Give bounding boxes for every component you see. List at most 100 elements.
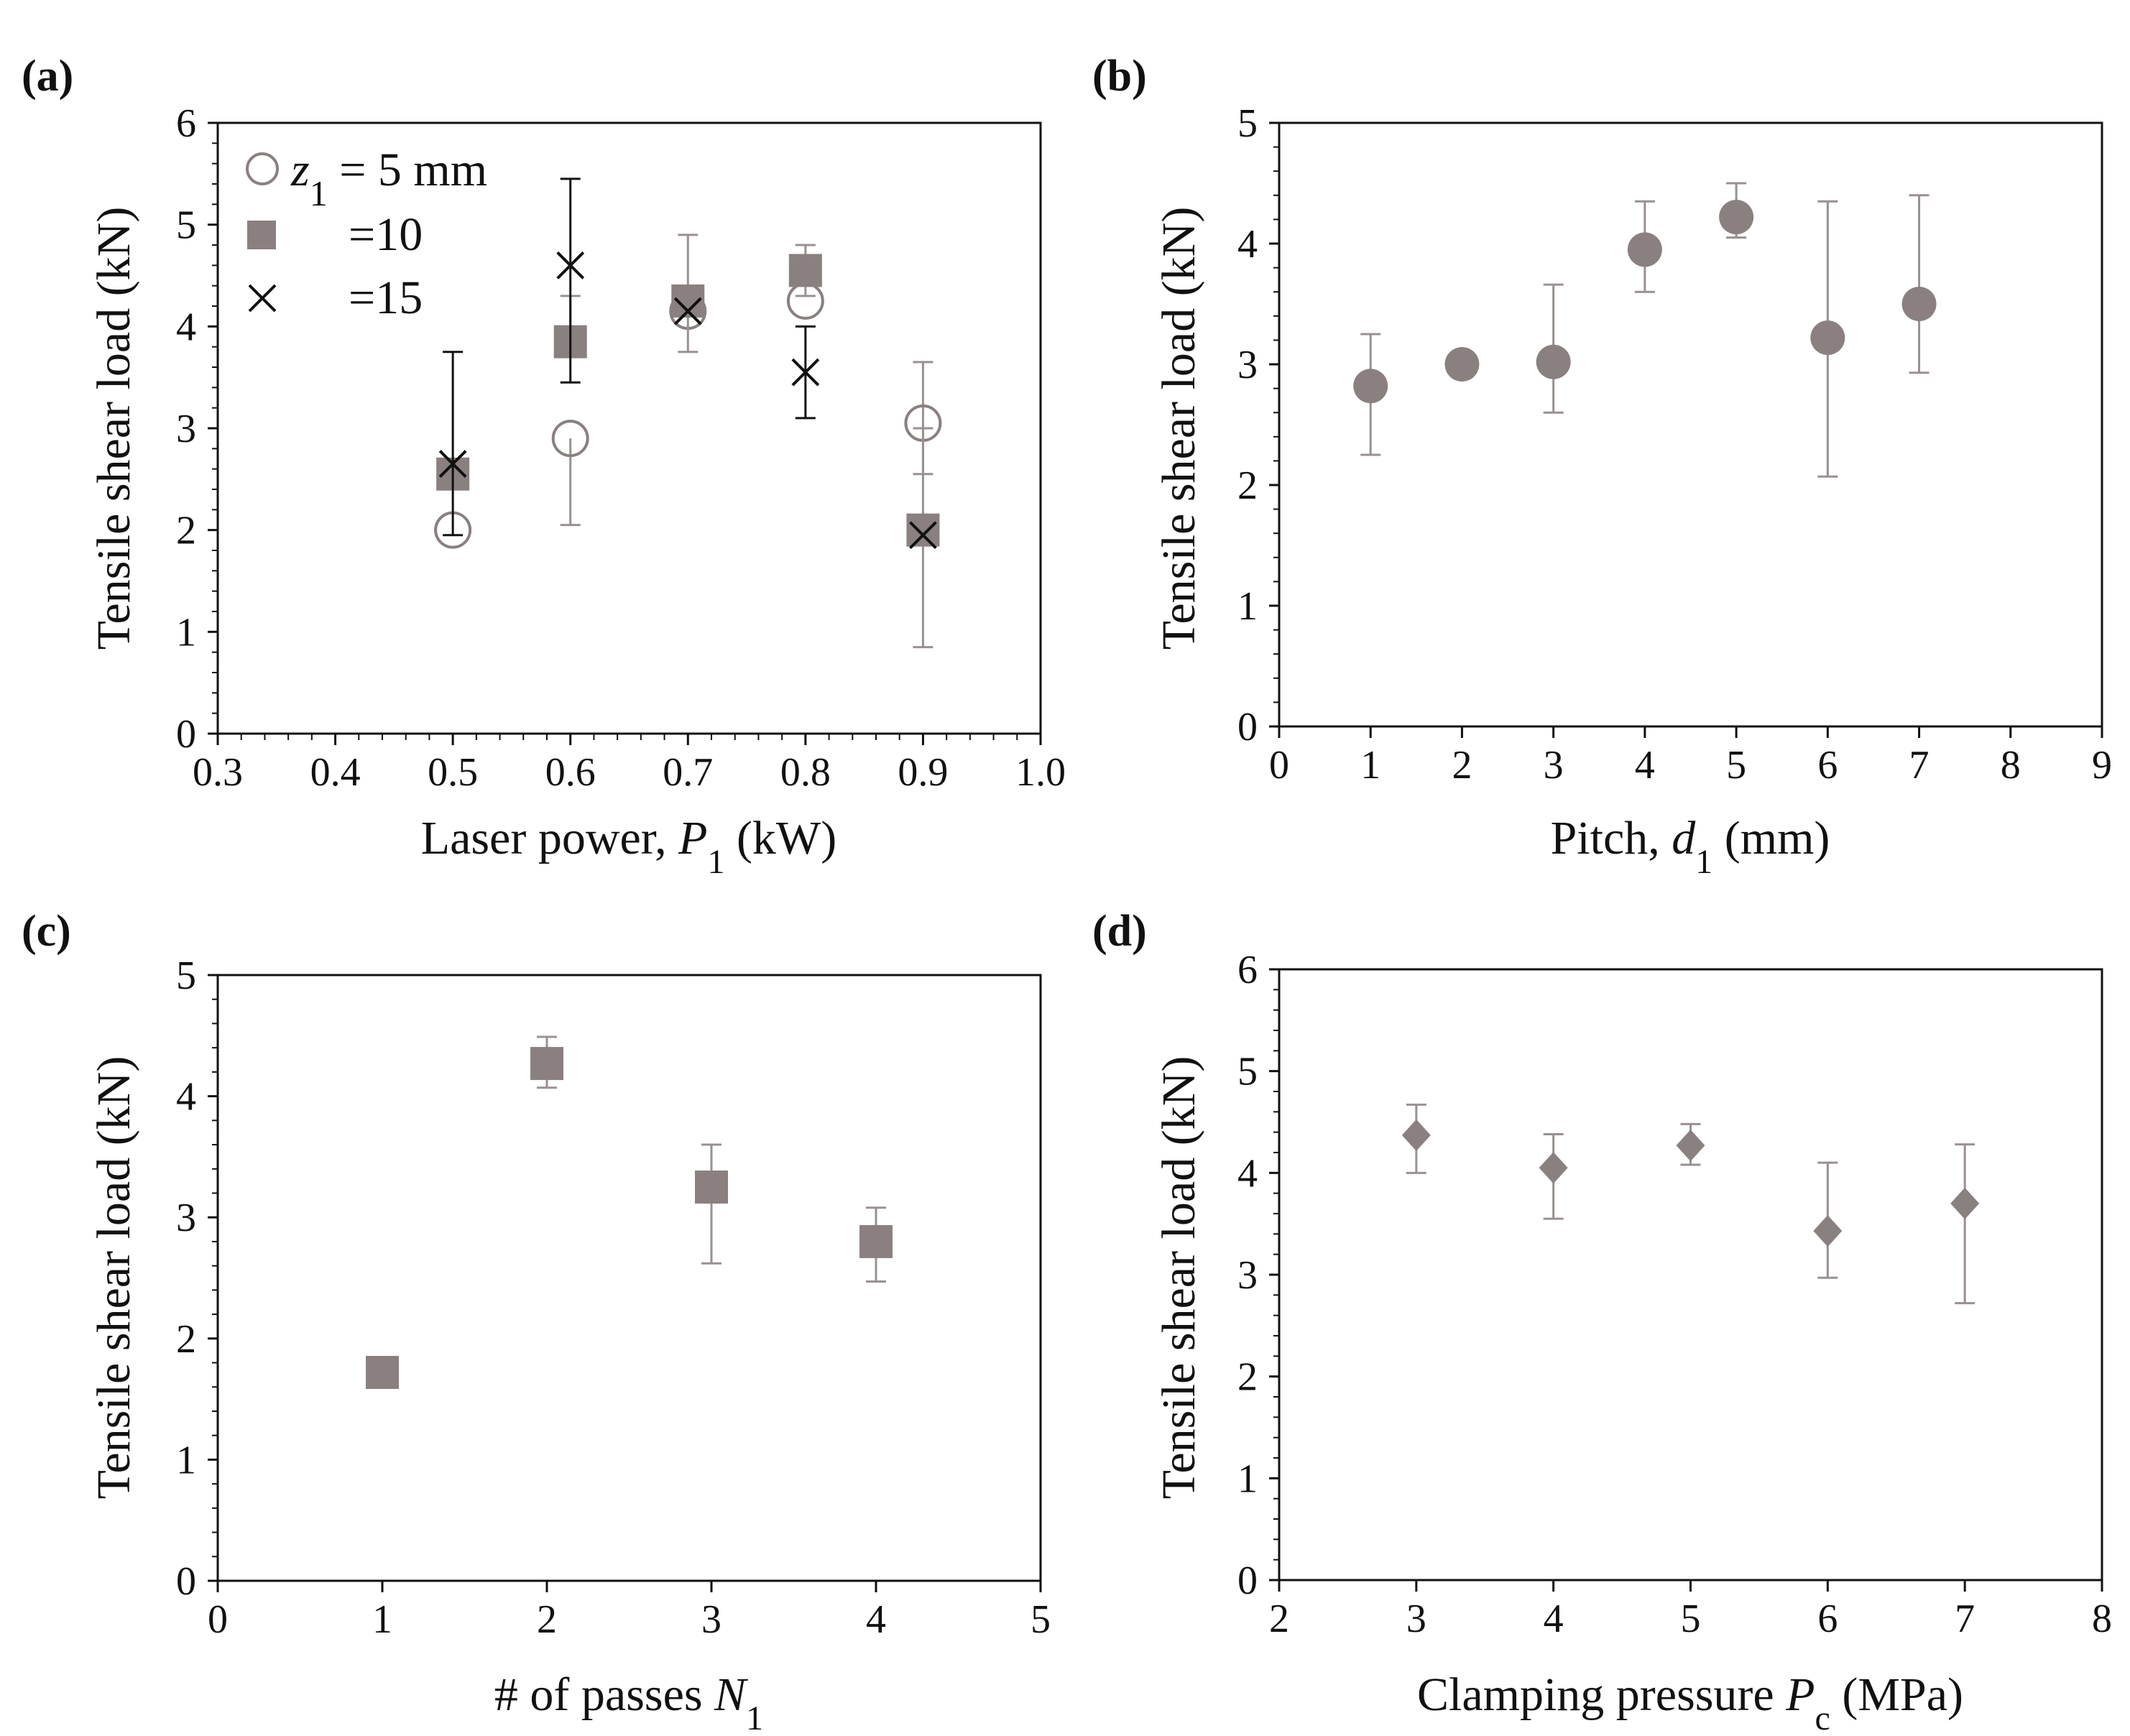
- x-axis-title-a: Laser power, P1 (kW): [421, 812, 836, 881]
- x-tick-label: 2: [1269, 1597, 1289, 1641]
- y-tick-label: 1: [176, 1438, 196, 1482]
- panel-label-d: (d): [1092, 907, 1147, 956]
- y-tick-label: 0: [176, 712, 196, 757]
- y-axis-title-b: Tensile shear load (kN): [1153, 207, 1205, 650]
- legend-a: z1 = 5 mm =10 =15: [246, 144, 487, 324]
- legend-label-5mm: z1 = 5 mm: [290, 144, 487, 213]
- x-tick-label: 0.5: [428, 750, 478, 795]
- y-tick-label: 3: [176, 407, 196, 451]
- data-point-diamond: [1539, 1152, 1568, 1184]
- y-axis-ticks-a: 0 1 2 3 4 5 6: [176, 101, 218, 757]
- x-tick-label: 8: [2092, 1597, 2112, 1641]
- legend-label-15: =15: [349, 272, 423, 324]
- y-tick-label: 5: [1237, 1050, 1258, 1094]
- y-axis-title-c: Tensile shear load (kN): [88, 1056, 140, 1500]
- y-tick-label: 6: [176, 101, 196, 146]
- x-tick-label: 0.3: [193, 750, 243, 795]
- x-tick-label: 2: [1452, 743, 1472, 788]
- x-axis-title-d: Clamping pressure Pc (MPa): [1417, 1668, 1963, 1736]
- x-tick-label: 1: [372, 1597, 392, 1642]
- data-point-cross: [791, 358, 820, 387]
- legend-marker-cross: [248, 284, 277, 313]
- x-tick-label: 0.8: [780, 750, 831, 795]
- data-marks-a: [434, 177, 942, 649]
- x-axis-ticks-b: 0 1 2 3 4 5 6 7 8 9: [1269, 726, 2112, 788]
- x-tick-label: 5: [1726, 743, 1746, 788]
- data-point-square: [366, 1356, 399, 1390]
- y-axis-title-d: Tensile shear load (kN): [1153, 1056, 1205, 1500]
- legend-label-10: =10: [349, 208, 423, 261]
- data-point-square: [695, 1171, 728, 1204]
- y-tick-label: 2: [1237, 1355, 1258, 1400]
- y-tick-label: 6: [1237, 948, 1258, 992]
- y-tick-label: 3: [176, 1196, 196, 1240]
- data-point-circle: [551, 420, 589, 458]
- y-tick-label: 2: [176, 1317, 196, 1362]
- y-tick-label: 2: [176, 509, 196, 553]
- data-point-circle: [1901, 287, 1937, 321]
- x-tick-label: 5: [1681, 1597, 1701, 1641]
- x-axis-title-c: # of passes N1: [494, 1668, 763, 1736]
- x-tick-label: 0.6: [545, 750, 596, 795]
- x-tick-label: 9: [2092, 743, 2112, 788]
- y-tick-label: 0: [1237, 1559, 1258, 1603]
- x-axis-ticks-a: 0.3 0.4 0.5 0.6 0.7 0.8 0.9 1.0: [193, 734, 1066, 795]
- x-tick-label: 8: [2001, 743, 2021, 788]
- data-point-square: [788, 254, 822, 287]
- data-point-cross: [909, 521, 937, 550]
- y-tick-label: 1: [1237, 584, 1258, 629]
- data-point-diamond: [1813, 1215, 1843, 1247]
- data-point-square: [859, 1224, 893, 1258]
- x-tick-label: 0.9: [898, 750, 948, 795]
- y-axis-ticks-b: 0 1 2 3 4 5: [1237, 101, 1279, 749]
- y-tick-label: 4: [1237, 1151, 1258, 1196]
- data-point-circle: [1810, 320, 1845, 356]
- data-marks-d: [1401, 1103, 1980, 1305]
- data-point-circle: [1719, 200, 1754, 235]
- x-tick-label: 7: [1909, 743, 1930, 788]
- y-tick-label: 2: [1237, 463, 1258, 508]
- y-tick-label: 1: [176, 610, 196, 655]
- data-marks-b: [1353, 182, 1937, 478]
- x-tick-label: 6: [1817, 1597, 1838, 1641]
- panel-label-a: (a): [22, 52, 73, 101]
- data-point-cross: [673, 297, 702, 326]
- x-tick-label: 3: [1544, 743, 1564, 788]
- data-point-square: [906, 513, 940, 547]
- y-axis-ticks-d: 0 1 2 3 4 5 6: [1237, 948, 1279, 1603]
- y-tick-label: 4: [176, 305, 196, 349]
- data-point-square: [530, 1047, 563, 1081]
- y-tick-label: 3: [1237, 343, 1258, 387]
- data-point-diamond: [1950, 1187, 1980, 1219]
- y-tick-label: 5: [1237, 101, 1258, 146]
- y-axis-title-a: Tensile shear load (kN): [88, 207, 140, 650]
- data-point-cross: [438, 450, 467, 478]
- x-tick-label: 2: [537, 1597, 557, 1642]
- y-tick-label: 3: [1237, 1253, 1258, 1298]
- y-axis-ticks-c: 0 1 2 3 4 5: [176, 954, 218, 1604]
- data-marks-c: [366, 1035, 893, 1390]
- panel-d: (d) 0 1 2 3 4 5 6 2 3 4 5 6 7 8 Clamping pressure Pc…: [1092, 907, 2112, 1736]
- panel-a: (a) 0 1 2 3 4 5 6 0.3 0.4 0.5 0.6 0.7 0.8 0.9 1.0 Las…: [22, 52, 1066, 881]
- x-tick-label: 0: [1269, 743, 1289, 788]
- x-tick-label: 4: [1544, 1597, 1564, 1641]
- panel-label-c: (c): [22, 907, 71, 956]
- y-tick-label: 4: [176, 1075, 196, 1119]
- x-tick-label: 3: [1406, 1597, 1426, 1641]
- data-point-cross: [556, 251, 585, 280]
- x-tick-label: 0.4: [310, 750, 361, 795]
- data-point-diamond: [1676, 1130, 1705, 1162]
- y-tick-label: 0: [1237, 705, 1258, 749]
- y-tick-label: 1: [1237, 1456, 1258, 1501]
- legend-marker-circle: [246, 152, 279, 185]
- data-point-circle: [1444, 347, 1480, 382]
- panel-label-b: (b): [1092, 52, 1147, 101]
- y-tick-label: 0: [176, 1559, 196, 1604]
- x-axis-ticks-c: 0 1 2 3 4 5: [208, 1581, 1051, 1642]
- y-tick-label: 5: [176, 954, 196, 998]
- x-axis-ticks-d: 2 3 4 5 6 7 8: [1269, 1580, 2112, 1641]
- panel-b: (b) 0 1 2 3 4 5 0 1 2 3 4 5 6 7 8 9 Pitch, d1 (mm) Ten…: [1092, 52, 2112, 881]
- data-point-circle: [1627, 232, 1662, 267]
